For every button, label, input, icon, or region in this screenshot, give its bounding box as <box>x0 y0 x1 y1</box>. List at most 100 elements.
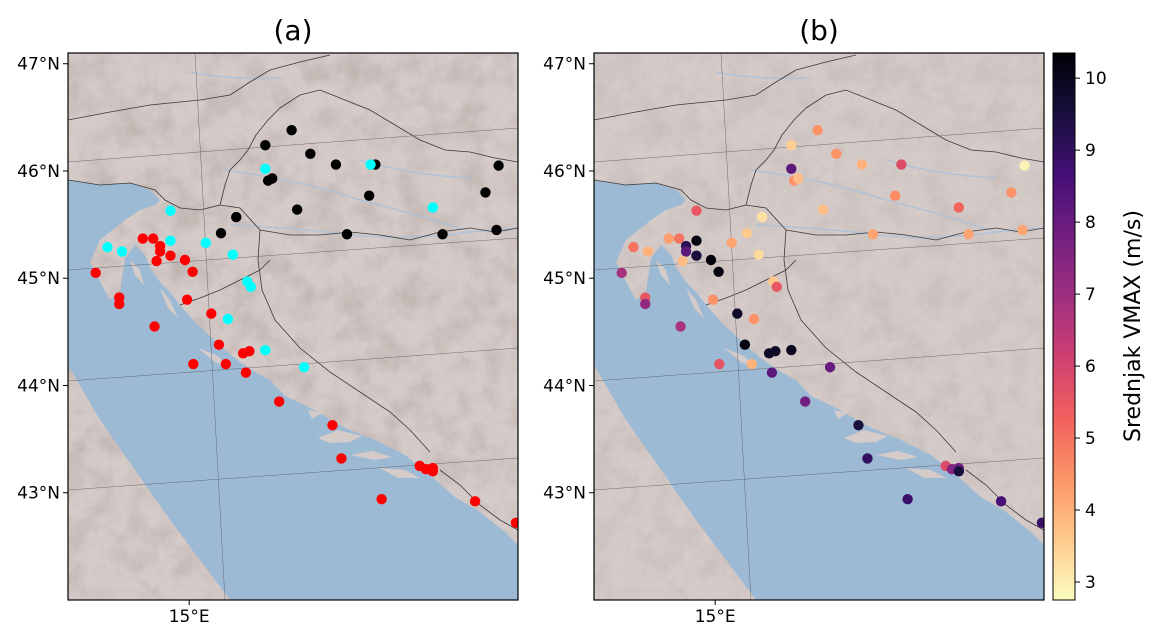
station-point <box>889 190 901 201</box>
panel-b: (b) <box>543 14 1045 627</box>
station-point <box>273 396 285 407</box>
panel-b-title: (b) <box>799 14 839 47</box>
station-point <box>707 294 719 305</box>
station-point <box>240 367 252 378</box>
station-point <box>673 233 685 244</box>
station-point <box>260 140 271 151</box>
station-point <box>469 496 481 507</box>
colorbar-tick-label: 8 <box>1085 213 1096 233</box>
station-point <box>691 205 702 216</box>
island <box>130 260 144 285</box>
station-point <box>867 229 879 240</box>
lat-tick-label: 47°N <box>543 55 586 75</box>
station-point <box>771 281 782 293</box>
station-point <box>953 466 965 477</box>
graticule <box>594 53 1044 600</box>
station-point <box>151 255 162 267</box>
station-point <box>713 266 724 277</box>
lat-tick-label: 44°N <box>543 376 586 396</box>
station-point <box>365 159 376 170</box>
borders <box>594 54 1044 531</box>
station-point <box>1017 224 1028 236</box>
station-point <box>165 205 176 216</box>
station-point <box>165 250 176 261</box>
colorbar-tick-label: 7 <box>1085 285 1096 305</box>
station-point <box>336 453 347 464</box>
station-point <box>427 202 439 213</box>
station-point <box>480 187 491 198</box>
graticule <box>68 53 518 600</box>
station-point <box>188 358 199 370</box>
island <box>686 288 704 318</box>
station-point <box>491 224 502 236</box>
island <box>318 430 362 443</box>
station-point <box>305 148 316 160</box>
station-point <box>200 237 211 249</box>
colorbar: 3 4 5 6 7 8 9 10 Srednjak VMAX (m/s) <box>1052 52 1146 601</box>
station-point <box>245 281 256 293</box>
station-point <box>267 173 278 184</box>
station-point <box>116 246 128 257</box>
station-point <box>953 202 965 213</box>
station-point <box>1019 160 1030 171</box>
station-point <box>244 345 255 357</box>
station-point <box>677 255 688 267</box>
stations-b <box>616 125 1044 528</box>
station-point <box>748 313 760 325</box>
station-point <box>853 419 864 431</box>
station-point <box>260 344 271 356</box>
lat-tick-label: 47°N <box>17 55 60 75</box>
station-point <box>206 308 217 319</box>
station-point <box>817 204 829 215</box>
panel-b-lat-labels: 47°N 46°N 45°N 44°N 43°N <box>543 55 594 504</box>
station-point <box>714 358 725 370</box>
station-point <box>705 254 717 266</box>
station-point <box>616 267 627 279</box>
station-point <box>149 321 160 332</box>
panel-a-lon-labels: 15°E <box>169 600 210 627</box>
station-point <box>437 229 448 240</box>
lat-tick-label: 45°N <box>543 269 586 289</box>
station-point <box>691 235 702 246</box>
station-point <box>640 298 651 310</box>
station-point <box>1006 187 1017 198</box>
station-point <box>220 358 232 370</box>
station-point <box>786 344 797 356</box>
lat-tick-label: 44°N <box>17 376 60 396</box>
station-point <box>227 249 238 260</box>
station-point <box>856 159 868 170</box>
station-point <box>902 493 913 505</box>
colorbar-tick-label: 6 <box>1085 357 1096 377</box>
station-point <box>137 233 148 244</box>
station-point <box>291 204 303 215</box>
station-point <box>831 148 842 160</box>
station-point <box>427 466 439 477</box>
station-point <box>896 159 907 170</box>
station-point <box>286 125 297 136</box>
panel-a: (a) <box>17 14 519 627</box>
station-point <box>187 266 198 277</box>
lat-tick-label: 46°N <box>543 162 586 182</box>
colorbar-gradient <box>1052 52 1076 601</box>
station-point <box>510 517 518 528</box>
colorbar-label: Srednjak VMAX (m/s) <box>1121 210 1146 442</box>
station-point <box>642 246 654 257</box>
colorbar-tick-label: 10 <box>1085 69 1107 89</box>
station-point <box>327 419 338 431</box>
station-point <box>90 267 101 279</box>
station-point <box>231 211 242 223</box>
station-point <box>691 250 702 261</box>
station-point <box>663 233 674 244</box>
stations-a <box>90 125 518 528</box>
station-point <box>628 241 639 253</box>
island <box>656 260 670 285</box>
panel-b-frame <box>593 52 1045 601</box>
station-point <box>963 229 974 240</box>
station-point <box>675 321 686 332</box>
island <box>350 451 392 460</box>
station-point <box>298 362 310 373</box>
station-point <box>222 313 234 325</box>
lat-tick-label: 45°N <box>17 269 60 289</box>
station-point <box>260 163 271 175</box>
